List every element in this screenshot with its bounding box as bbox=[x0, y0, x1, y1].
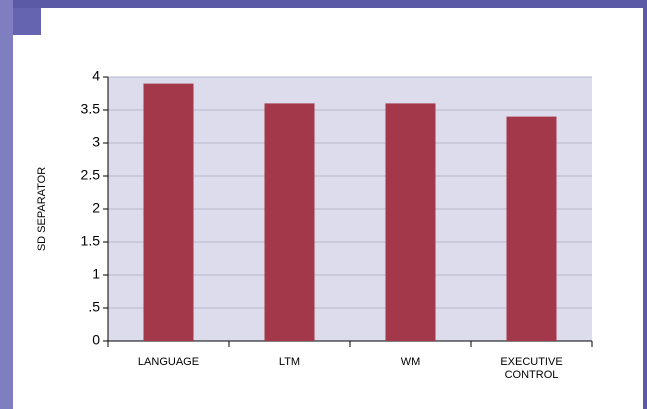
bar bbox=[143, 83, 194, 341]
y-tick-label: 3 bbox=[92, 134, 100, 150]
top-bar bbox=[0, 0, 647, 8]
y-tick-label: 0 bbox=[92, 332, 100, 348]
x-tick-label: LTM bbox=[278, 356, 301, 368]
bar bbox=[385, 103, 436, 342]
right-bar bbox=[643, 0, 647, 409]
corner-square bbox=[13, 8, 41, 35]
y-tick-label: .5 bbox=[88, 299, 100, 315]
y-tick-label: 2.5 bbox=[81, 167, 101, 183]
y-tick-label: 4 bbox=[92, 68, 100, 84]
bar bbox=[506, 116, 557, 341]
y-tick-label: 1.5 bbox=[81, 233, 101, 249]
y-tick-label: 3.5 bbox=[81, 101, 101, 117]
bar bbox=[264, 103, 315, 342]
x-tick-label: LANGUAGE bbox=[137, 356, 200, 368]
y-tick-label: 2 bbox=[92, 200, 100, 216]
left-bar bbox=[0, 0, 13, 409]
x-tick-label: WM bbox=[400, 356, 421, 368]
y-tick-label: 1 bbox=[92, 266, 100, 282]
x-tick-label: EXECUTIVE CONTROL bbox=[500, 356, 563, 381]
y-axis-title: SD SEPARATOR bbox=[36, 167, 48, 251]
